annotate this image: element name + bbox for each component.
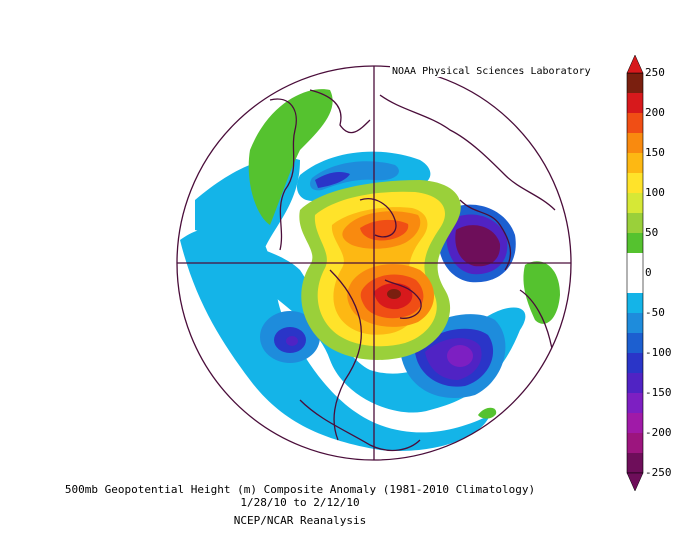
colorbar-tick-label: 0 (645, 266, 652, 279)
colorbar-tick-label: -50 (645, 306, 665, 319)
colorbar-cell (627, 153, 643, 174)
colorbar-cell (627, 273, 643, 294)
neg-band-west (195, 157, 526, 413)
colorbar-bottom-arrow (626, 472, 644, 492)
green-patch-alaska (248, 89, 333, 225)
colorbar-cell (627, 113, 643, 134)
colorbar-cell (627, 193, 643, 214)
colorbar-cell (627, 293, 643, 314)
colorbar-cell (627, 433, 643, 454)
colorbar-tick-label: 200 (645, 106, 665, 119)
colorbar-top-arrow (626, 55, 644, 74)
colorbar-cell (627, 413, 643, 434)
colorbar-tick-label: -200 (645, 426, 672, 439)
colorbar-cell (627, 313, 643, 334)
colorbar-tick-label: 150 (645, 146, 665, 159)
colorbar-cell (627, 213, 643, 234)
colorbar-tick-label: 50 (645, 226, 659, 239)
green-patch-asia (523, 261, 560, 324)
colorbar-cell (627, 233, 643, 254)
colorbar-cell (627, 393, 643, 414)
colorbar-tick-label: 250 (645, 66, 665, 79)
colorbar-tick-label: -100 (645, 346, 672, 359)
colorbar-cell (627, 253, 643, 274)
caption-title: 500mb Geopotential Height (m) Composite … (64, 483, 536, 496)
colorbar-cell (627, 133, 643, 154)
colorbar-tick-label: -150 (645, 386, 672, 399)
caption-source: NCEP/NCAR Reanalysis (233, 514, 367, 527)
polar-map (176, 65, 572, 461)
colorbar-tick-label: -250 (645, 466, 672, 479)
credit-label: NOAA Physical Sciences Laboratory (390, 66, 593, 77)
caption-dates: 1/28/10 to 2/12/10 (240, 496, 360, 509)
colorbar-cell (627, 73, 643, 94)
anomaly-field (177, 66, 571, 460)
colorbar-cell (627, 353, 643, 374)
colorbar-cell (627, 93, 643, 114)
coastlines (269, 89, 558, 452)
colorbar (626, 55, 644, 492)
colorbar-cell (627, 173, 643, 194)
colorbar-tick-label: 100 (645, 186, 665, 199)
colorbar-cell (627, 453, 643, 474)
colorbar-cell (627, 373, 643, 394)
colorbar-cell (627, 333, 643, 354)
